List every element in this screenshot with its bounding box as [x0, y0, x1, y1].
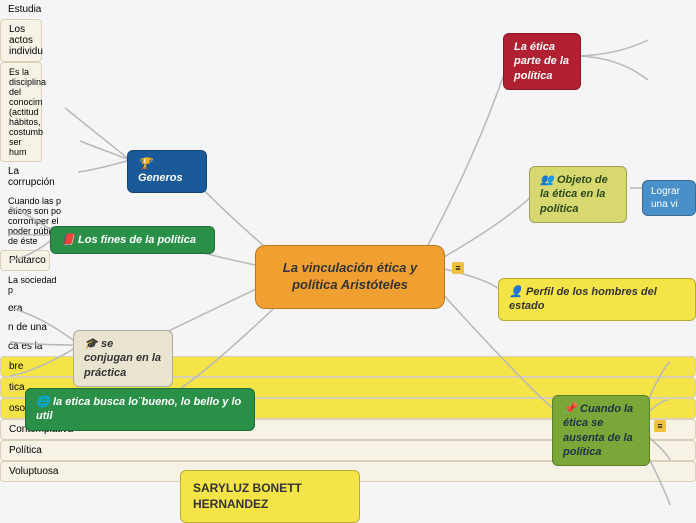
node-etica-busca[interactable]: 🌐la etica busca lo¨bueno, lo bello y lo …: [25, 388, 255, 431]
node-estudia[interactable]: Estudia: [0, 0, 696, 19]
node-perfil[interactable]: 👤Perfil de los hombres del estado: [498, 278, 696, 321]
node-author[interactable]: SARYLUZ BONETT HERNANDEZ: [180, 470, 360, 523]
node-fines[interactable]: 📕Los fines de la política: [50, 226, 215, 254]
globe-icon: 🌐: [36, 395, 50, 409]
node-conjugan[interactable]: 🎓se conjugan en la práctica: [73, 330, 173, 387]
hat-icon: 🎓: [84, 337, 98, 351]
node-plutarco[interactable]: Plutarco: [0, 250, 50, 271]
node-disciplina[interactable]: Es la disciplina del conocim (actitud há…: [0, 62, 42, 162]
book-icon: 📕: [61, 233, 75, 247]
node-lograr[interactable]: Lograr una vi: [642, 180, 696, 216]
node-sociedad[interactable]: La sociedad p: [0, 271, 68, 299]
note-marker-icon-2: ≡: [654, 420, 666, 432]
node-corrupcion[interactable]: La corrupción: [0, 162, 58, 192]
node-etica-parte[interactable]: La ética parte de la política: [503, 33, 581, 90]
person-icon: 👤: [509, 285, 523, 299]
trophy-icon: 🏆: [138, 157, 152, 171]
note-marker-icon: ≡: [452, 262, 464, 274]
node-objeto[interactable]: 👥Objeto de la ética en la política: [529, 166, 627, 223]
node-cuando[interactable]: 📌Cuando la ética se ausenta de la políti…: [552, 395, 650, 466]
center-node[interactable]: La vinculación ética y política Aristóte…: [255, 245, 445, 309]
node-generos[interactable]: 🏆Generos: [127, 150, 207, 193]
node-actos[interactable]: Los actos individu: [0, 19, 42, 62]
pin-icon: 📌: [563, 402, 577, 416]
people-icon: 👥: [540, 173, 554, 187]
center-label: La vinculación ética y política Aristóte…: [283, 260, 417, 292]
